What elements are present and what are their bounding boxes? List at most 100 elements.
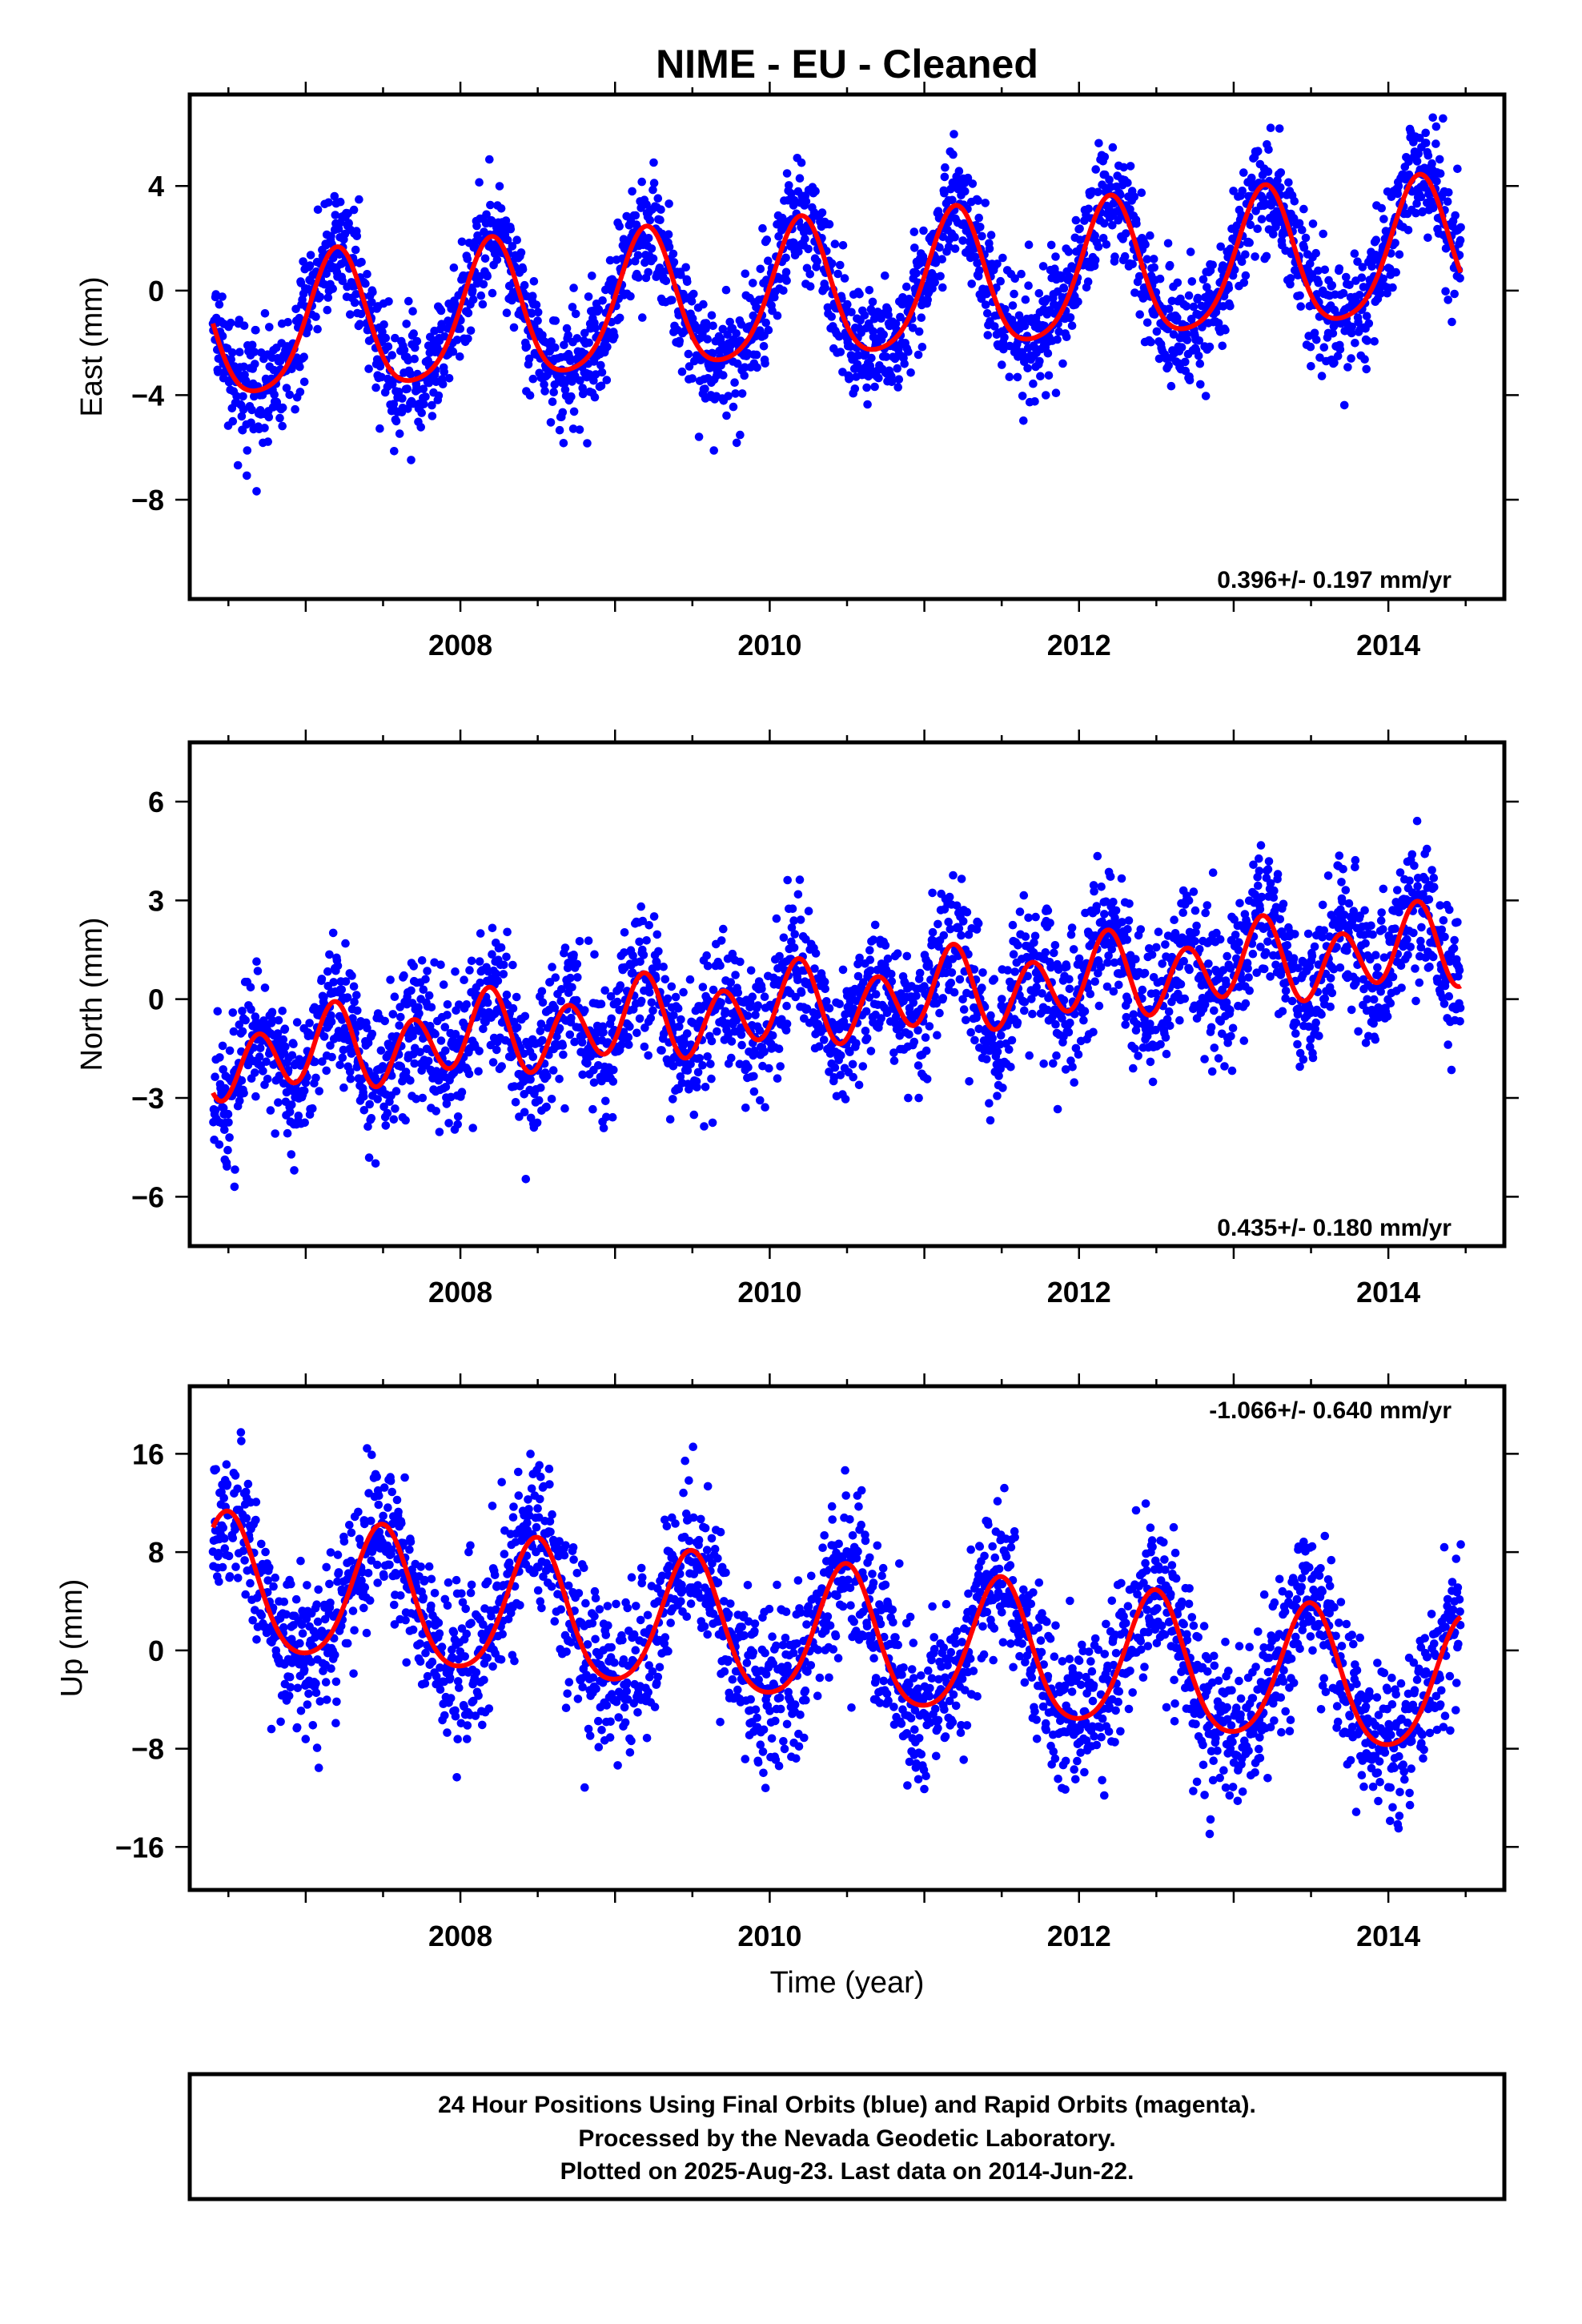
- position-point: [1311, 1024, 1319, 1034]
- position-point: [424, 991, 434, 1000]
- position-point: [456, 324, 465, 333]
- position-point: [1013, 372, 1022, 382]
- position-point: [1391, 239, 1399, 247]
- position-point: [534, 1096, 544, 1105]
- position-point: [416, 1047, 424, 1057]
- position-point: [1266, 123, 1275, 132]
- position-point: [333, 961, 343, 971]
- position-point: [983, 331, 993, 340]
- position-point: [1121, 1020, 1130, 1029]
- position-point: [1203, 300, 1213, 308]
- position-point: [1173, 313, 1182, 323]
- position-point: [1182, 336, 1192, 344]
- position-point: [542, 1102, 551, 1112]
- position-point: [762, 235, 772, 244]
- position-point: [1032, 983, 1041, 991]
- position-point: [294, 1112, 303, 1120]
- position-point: [1237, 257, 1247, 267]
- position-point: [503, 927, 512, 937]
- position-point: [1347, 328, 1356, 338]
- position-point: [465, 966, 474, 975]
- position-point: [945, 892, 954, 902]
- position-point: [1098, 234, 1108, 243]
- position-point: [575, 425, 584, 434]
- position-point: [315, 1087, 324, 1096]
- position-point: [1241, 250, 1250, 259]
- position-point: [483, 998, 492, 1007]
- position-point: [1239, 168, 1248, 177]
- position-point: [788, 904, 797, 913]
- position-point: [683, 1029, 692, 1038]
- position-point: [993, 259, 1002, 268]
- position-point: [1207, 1067, 1217, 1076]
- position-point: [1350, 249, 1359, 259]
- position-point: [1355, 291, 1364, 300]
- position-point: [675, 1022, 684, 1031]
- position-point: [1068, 1063, 1077, 1072]
- position-point: [1109, 199, 1118, 208]
- position-point: [905, 1030, 913, 1039]
- position-point: [1416, 192, 1426, 202]
- position-point: [1435, 155, 1444, 164]
- position-point: [631, 211, 640, 220]
- position-point: [361, 279, 370, 288]
- position-point: [213, 1007, 223, 1016]
- position-point: [993, 1092, 1002, 1100]
- position-point: [1239, 1036, 1249, 1045]
- position-point: [671, 992, 681, 1002]
- position-point: [748, 992, 757, 1001]
- rate-label-east: 0.396+/- 0.197 mm/yr: [1217, 567, 1452, 593]
- position-point: [1064, 1027, 1074, 1037]
- position-point: [1293, 1039, 1302, 1049]
- position-point: [443, 1000, 452, 1009]
- position-point: [238, 1027, 247, 1036]
- position-point: [1164, 1007, 1174, 1016]
- position-point: [1166, 1021, 1174, 1031]
- position-point: [502, 990, 512, 999]
- position-point: [1456, 274, 1464, 283]
- position-point: [548, 1066, 558, 1075]
- position-point: [912, 268, 921, 278]
- position-point: [215, 300, 224, 309]
- position-point: [389, 400, 399, 408]
- position-point: [290, 1166, 299, 1175]
- position-point: [1214, 1054, 1223, 1063]
- position-point: [680, 1039, 689, 1048]
- position-point: [1108, 221, 1117, 230]
- position-point: [1255, 854, 1263, 863]
- position-point: [1120, 251, 1130, 261]
- position-point: [383, 342, 393, 352]
- position-point: [795, 174, 805, 183]
- position-point: [607, 1014, 616, 1023]
- position-point: [1019, 891, 1029, 900]
- position-point: [299, 257, 307, 266]
- position-point: [648, 254, 658, 263]
- position-point: [267, 1007, 277, 1017]
- position-point: [1221, 325, 1230, 335]
- position-point: [1020, 1006, 1029, 1015]
- position-point: [602, 1112, 611, 1122]
- position-point: [962, 1015, 970, 1025]
- position-point: [985, 244, 994, 253]
- position-point: [1023, 364, 1032, 373]
- position-point: [350, 298, 359, 308]
- position-point: [1358, 263, 1367, 271]
- position-point: [664, 230, 673, 239]
- position-point: [703, 1052, 712, 1061]
- position-point: [1303, 929, 1313, 939]
- position-point: [1014, 941, 1022, 950]
- position-point: [1018, 392, 1027, 400]
- position-point: [460, 975, 468, 984]
- position-point: [295, 388, 305, 396]
- position-point: [1089, 881, 1098, 890]
- position-point: [1161, 940, 1170, 949]
- position-point: [508, 1003, 518, 1013]
- position-point: [677, 270, 685, 279]
- position-point: [580, 328, 589, 338]
- position-point: [1415, 134, 1424, 143]
- position-point: [693, 1083, 701, 1092]
- position-point: [646, 1014, 656, 1023]
- position-point: [869, 314, 879, 324]
- position-point: [1092, 902, 1102, 911]
- position-point: [1128, 259, 1137, 269]
